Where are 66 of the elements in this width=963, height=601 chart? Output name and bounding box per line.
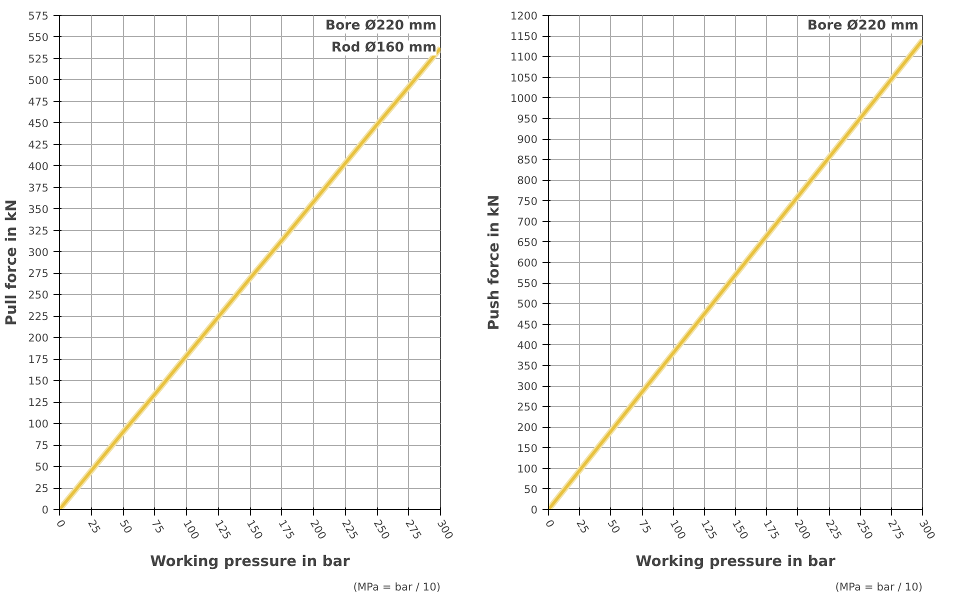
y-axis-title: Pull force in kN [3, 199, 20, 326]
y-tick-label: 150 [517, 442, 538, 455]
y-tick-label: 75 [34, 439, 49, 452]
x-axis-title: Working pressure in bar [636, 553, 836, 570]
y-tick-label: 325 [28, 224, 49, 238]
x-tick-label: 75 [148, 518, 167, 536]
y-tick-label: 550 [517, 277, 538, 290]
y-tick-label: 25 [34, 482, 49, 496]
x-tick-label: 25 [85, 518, 104, 536]
x-tick-label: 25 [574, 518, 592, 536]
y-tick-label: 525 [28, 52, 49, 66]
y-tick-label: 225 [28, 310, 49, 324]
y-tick-label: 150 [28, 374, 49, 388]
y-tick-label: 450 [28, 116, 49, 130]
y-tick-label: 950 [517, 112, 538, 126]
y-tick-label: 500 [28, 74, 49, 87]
x-tick-label: 50 [604, 518, 623, 536]
x-tick-label: 75 [636, 518, 654, 536]
y-tick-label: 0 [42, 504, 49, 516]
y-tick-label: 500 [517, 298, 538, 311]
y-tick-label: 50 [524, 482, 538, 496]
y-tick-label: 900 [517, 133, 538, 146]
annotation: Bore Ø220 mm [807, 18, 919, 34]
y-tick-label: 275 [28, 267, 49, 280]
x-tick-label: 0 [542, 518, 558, 530]
y-tick-label: 600 [517, 256, 538, 270]
y-tick-label: 300 [517, 380, 538, 393]
annotation: Rod Ø160 mm [331, 40, 437, 56]
y-tick-label: 1150 [510, 30, 538, 44]
y-tick-label: 800 [517, 174, 538, 188]
y-tick-label: 350 [517, 359, 538, 372]
y-tick-label: 1100 [510, 50, 538, 64]
y-tick-label: 400 [28, 160, 49, 173]
y-tick-label: 700 [517, 215, 538, 228]
y-tick-label: 175 [28, 353, 49, 366]
y-tick-label: 0 [530, 504, 538, 516]
y-tick-label: 50 [34, 460, 49, 474]
y-tick-label: 200 [517, 421, 538, 434]
y-tick-label: 125 [28, 396, 49, 410]
text: (MPa = bar / 10) [353, 580, 441, 594]
y-tick-label: 250 [517, 400, 538, 414]
y-tick-label: 300 [28, 246, 49, 259]
y-tick-label: 100 [28, 418, 49, 431]
y-tick-label: 1050 [510, 71, 538, 84]
y-tick-label: 250 [28, 288, 49, 302]
y-tick-label: 475 [28, 95, 49, 108]
x-tick-label: 0 [53, 518, 68, 530]
y-tick-label: 1200 [510, 10, 538, 22]
y-tick-label: 350 [28, 202, 49, 216]
y-tick-label: 750 [517, 194, 538, 208]
y-tick-label: 425 [28, 138, 49, 152]
y-tick-label: 550 [28, 30, 49, 44]
y-axis-title: Push force in kN [485, 194, 502, 330]
x-axis-title: Working pressure in bar [150, 553, 351, 570]
annotation: Bore Ø220 mm [325, 18, 437, 34]
y-tick-label: 200 [28, 332, 49, 345]
y-tick-label: 650 [517, 236, 538, 249]
y-tick-label: 1000 [510, 92, 538, 105]
y-tick-label: 375 [28, 181, 49, 194]
text: (MPa = bar / 10) [835, 580, 923, 594]
y-tick-label: 850 [517, 154, 538, 167]
y-tick-label: 100 [517, 462, 538, 476]
y-tick-label: 400 [517, 338, 538, 352]
y-tick-label: 450 [517, 318, 538, 332]
y-tick-label: 575 [28, 10, 49, 22]
x-tick-label: 50 [116, 518, 136, 536]
